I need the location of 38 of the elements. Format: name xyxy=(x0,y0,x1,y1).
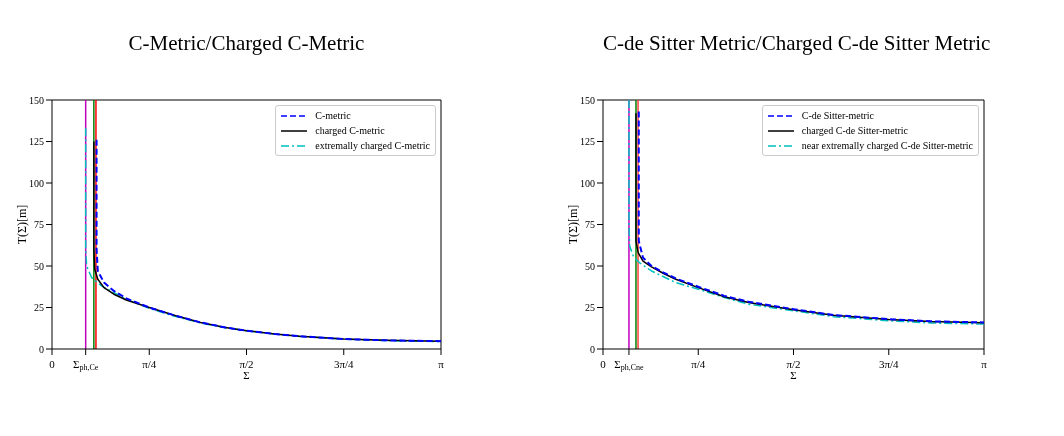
x-tick-label: π xyxy=(438,358,445,370)
legend-label: charged C-metric xyxy=(315,124,385,138)
y-tick-label: 0 xyxy=(39,343,44,355)
chart-title: C-Metric/Charged C-Metric xyxy=(128,31,365,55)
x-tick-label: Σ$_{ph,Cne}$ xyxy=(614,358,645,373)
x-tick-label: π xyxy=(981,358,988,370)
x-tick-label: 3π/4 xyxy=(878,358,900,370)
x-tick-label: π/4 xyxy=(142,358,157,370)
y-tick-label: 100 xyxy=(29,177,44,189)
legend-label: C-metric xyxy=(315,109,351,123)
y-tick-label: 50 xyxy=(585,260,595,272)
y-tick-label: 150 xyxy=(580,94,595,106)
y-tick-label: 25 xyxy=(585,302,595,314)
x-tick-label: 0 xyxy=(49,358,56,370)
y-axis-title: T(Σ)[m] xyxy=(15,204,30,245)
x-tick-label: π/4 xyxy=(691,358,706,370)
x-tick-label: 3π/4 xyxy=(333,358,355,370)
legend-label: C-de Sitter-metric xyxy=(801,109,875,123)
x-axis-title: Σ xyxy=(243,369,250,381)
y-tick-label: 125 xyxy=(29,136,44,148)
x-tick-label: π/2 xyxy=(239,358,254,370)
y-tick-label: 75 xyxy=(585,219,595,231)
y-tick-label: 50 xyxy=(34,260,44,272)
x-tick-label: 0 xyxy=(600,358,607,370)
y-tick-label: 100 xyxy=(580,177,595,189)
x-axis-title: Σ xyxy=(790,369,797,381)
x-tick-label: π/2 xyxy=(786,358,801,370)
x-tick-label: Σ$_{ph,Ce}$ xyxy=(73,358,99,373)
y-axis-title: T(Σ)[m] xyxy=(566,204,581,245)
y-tick-label: 25 xyxy=(34,302,44,314)
y-tick-label: 75 xyxy=(34,219,44,231)
legend-label: charged C-de Sitter-metric xyxy=(801,124,909,138)
legend-label: extremally charged C-metric xyxy=(315,139,430,153)
y-tick-label: 150 xyxy=(29,94,44,106)
legend-label: near extremally charged C-de Sitter-metric xyxy=(801,139,973,153)
y-tick-label: 0 xyxy=(590,343,595,355)
y-tick-label: 125 xyxy=(580,136,595,148)
chart-title: C-de Sitter Metric/Charged C-de Sitter Metric xyxy=(603,31,991,55)
